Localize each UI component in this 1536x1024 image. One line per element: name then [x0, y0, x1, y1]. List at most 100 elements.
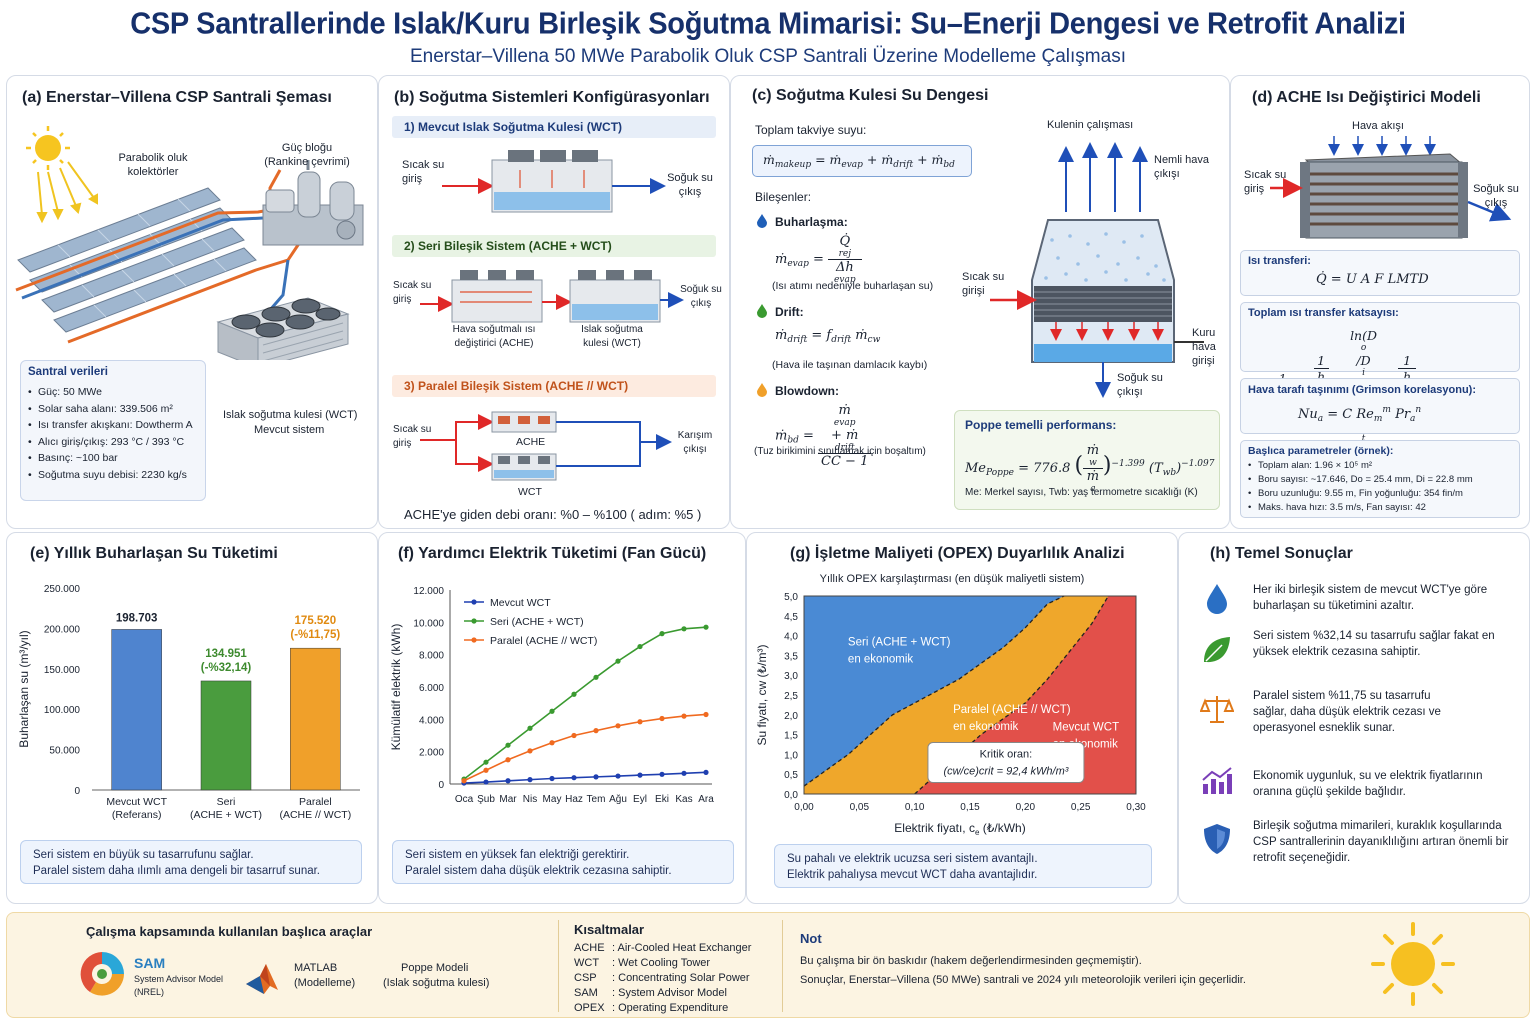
config-3-header: 3) Paralel Bileşik Sistem (ACHE // WCT) — [392, 375, 716, 397]
panel-d-title: (d) ACHE Isı Değiştirici Modeli — [1252, 89, 1481, 106]
abbr-key: WCT — [574, 957, 600, 969]
y-tick-label: 0,5 — [784, 770, 798, 781]
blowdown-eq: ṁbd = ṁ evap + ṁ drift CC − 1 — [775, 403, 872, 469]
water-drop-icon — [1207, 584, 1227, 614]
leaf-icon — [1204, 637, 1230, 663]
region-label-line: Paralel (ACHE // WCT) — [953, 704, 1071, 716]
abbr-key: CSP — [574, 972, 597, 984]
data-point — [505, 757, 511, 763]
poppe-note: Me: Merkel sayısı, Twb: yaş termometre s… — [965, 487, 1198, 498]
y-tick-label: 3,5 — [784, 651, 798, 662]
y-tick-label: 1,0 — [784, 750, 798, 761]
y-tick-label: 100.000 — [44, 705, 81, 716]
x-tick-label: Ara — [698, 794, 714, 805]
ache-cold-out: Soğuk su çıkış — [1473, 183, 1519, 209]
drift-label: Drift: — [775, 305, 804, 319]
dry-in-label: Kuru hava girişi — [1192, 327, 1216, 367]
x-tick-label: Eyl — [633, 794, 647, 805]
fan-electricity-chart: 0 2.000 4.000 6.000 8.000 10.000 12.000 Oca Şub M… — [389, 586, 714, 805]
data-point — [659, 631, 665, 637]
drift-eq: ṁdrift = fdrift ṁcw — [775, 328, 881, 345]
panel-g-title: (g) İşletme Maliyeti (OPEX) Duyarlılık A… — [790, 545, 1125, 562]
list-item: Solar saha alanı: 339.506 m² — [28, 401, 204, 418]
x-tick-label-line: (ACHE + WCT) — [190, 809, 262, 821]
opex-sensitivity-map: Yıllık OPEX karşılaştırması (en düşük ma… — [755, 573, 1146, 837]
data-point — [505, 742, 511, 748]
y-axis-label: Kümülatif elektrik (kWh) — [389, 624, 403, 751]
y-tick-label: 8.000 — [419, 651, 444, 662]
components-label: Bileşenler: — [755, 190, 812, 204]
ache-diagram — [1270, 136, 1512, 239]
abbr-value: System Advisor Model — [618, 987, 727, 999]
drop-blue-icon — [757, 214, 767, 228]
poppe-tool-label: Poppe Modeli — [401, 962, 469, 974]
data-point — [637, 719, 643, 725]
poppe-box — [954, 410, 1220, 510]
region-serial — [804, 596, 1065, 787]
bar-value-label-line: 175.520 — [295, 615, 337, 627]
region-label-line: en ekonomik — [848, 654, 913, 666]
abbr-key: OPEX — [574, 1002, 605, 1014]
humid-out-label: Nemli hava çıkışı — [1154, 154, 1210, 180]
plant-schematic — [15, 126, 364, 360]
x-tick-label: 0,25 — [1071, 802, 1091, 813]
data-point — [549, 775, 555, 782]
total-u-box — [1240, 302, 1520, 372]
config-diagrams — [420, 150, 684, 481]
air-flow-label: Hava akışı — [1352, 120, 1404, 132]
panel-f-title: (f) Yardımcı Elektrik Tüketimi (Fan Gücü… — [398, 545, 707, 562]
config-2-series — [420, 270, 684, 323]
x-tick-label: Haz — [565, 794, 583, 805]
panel-h — [1178, 532, 1530, 904]
bar-value-label-line: (-%32,14) — [201, 662, 252, 674]
conclusion-4: Ekonomik uygunluk, su ve elektrik fiyatl… — [1253, 770, 1483, 798]
y-tick-label: 4,0 — [784, 632, 798, 643]
x-axis-label-sub: e — [975, 828, 980, 837]
c3-wct: WCT — [518, 486, 542, 498]
x-axis-label: Elektrik fiyatı, ce (₺/kWh) — [894, 821, 1025, 837]
plant-data-list: Güç: 50 MWe Solar saha alanı: 339.506 m²… — [28, 384, 204, 483]
matlab-label: MATLAB — [294, 962, 338, 974]
data-point — [527, 777, 533, 783]
evap-eq: ṁevap = Q̇ rej Δh evap — [775, 234, 862, 285]
x-tick-label-line: Mevcut WCT — [106, 796, 167, 808]
sam-label: SAM — [134, 955, 166, 971]
tools-title: Çalışma kapsamında kullanılan başlıca ar… — [86, 924, 373, 939]
x-tick-label: May — [543, 794, 562, 805]
tower-title: Kulenin çalışması — [1047, 119, 1134, 131]
abbr-value: Air-Cooled Heat Exchanger — [617, 942, 752, 954]
y-tick-label: 6.000 — [419, 683, 444, 694]
panel-f-note: Seri sistem en yüksek fan elektriği gere… — [392, 840, 734, 884]
params-title: Başlıca parametreler (örnek): — [1248, 445, 1394, 457]
legend-label: Seri (ACHE + WCT) — [490, 616, 584, 628]
drop-green-icon — [757, 304, 767, 318]
y-tick-label: 1,5 — [784, 731, 798, 742]
panel-h-title: (h) Temel Sonuçlar — [1210, 545, 1353, 562]
bar — [200, 680, 252, 791]
x-tick-label: Ağu — [609, 794, 627, 805]
poppe-exp2: −1.097 — [1181, 459, 1215, 469]
collectors-label: Parabolik oluk kolektörler — [118, 152, 188, 178]
data-point — [527, 748, 533, 754]
drop-orange-icon — [757, 383, 767, 397]
evap-label: Buharlaşma: — [775, 215, 848, 229]
bar — [290, 647, 341, 791]
x-tick-label-line: Paralel — [299, 796, 332, 808]
bar-value-label-line: 134.951 — [205, 648, 247, 660]
makeup-label: Toplam takviye suyu: — [755, 123, 867, 137]
params-list: Toplam alan: 1.96 × 10⁵ m² Boru sayısı: … — [1248, 459, 1518, 515]
panel-c-title: (c) Soğutma Kulesi Su Dengesi — [752, 87, 989, 104]
y-tick-label: 0,0 — [784, 790, 798, 801]
c2-ache-label: Hava soğutmalı ısı değiştirici (ACHE) — [452, 324, 536, 349]
makeup-equation — [752, 145, 972, 177]
data-point — [483, 767, 489, 773]
data-point — [615, 723, 621, 729]
abbr-item: WCT: Wet Cooling Tower — [574, 957, 711, 969]
bar-value-label-line: (-%11,75) — [290, 629, 340, 641]
region-label-line: Seri (ACHE + WCT) — [848, 637, 951, 649]
flow-ratio-note: ACHE'ye giden debi oranı: %0 – %100 ( ad… — [404, 507, 702, 522]
abbr-item: CSP: Concentrating Solar Power — [574, 972, 750, 984]
y-tick-label: 2,0 — [784, 711, 798, 722]
y-tick-label: 5,0 — [784, 592, 798, 603]
list-item: Boru sayısı: ~17.646, Do = 25.4 mm, Di =… — [1248, 473, 1518, 487]
